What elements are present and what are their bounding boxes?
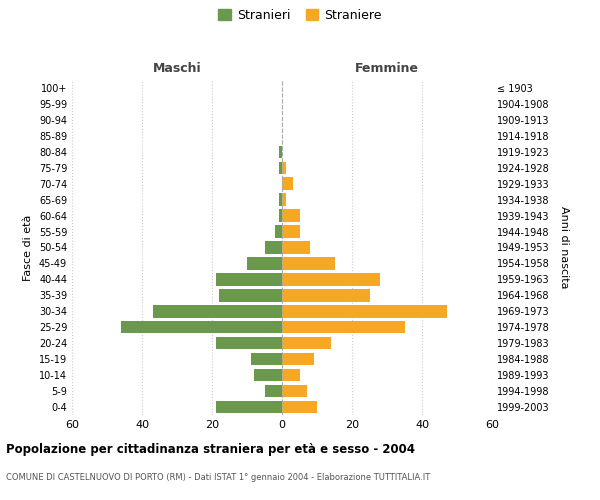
Text: COMUNE DI CASTELNUOVO DI PORTO (RM) - Dati ISTAT 1° gennaio 2004 - Elaborazione : COMUNE DI CASTELNUOVO DI PORTO (RM) - Da… [6, 472, 430, 482]
Bar [278, 162, 282, 174]
Bar [265, 385, 282, 398]
Bar [278, 210, 282, 222]
Legend: Stranieri, Straniere: Stranieri, Straniere [216, 6, 384, 24]
Bar [265, 242, 282, 254]
Bar [282, 162, 286, 174]
Bar [282, 226, 299, 238]
Bar [278, 194, 282, 206]
Bar [247, 257, 282, 270]
Bar [282, 178, 293, 190]
Bar [282, 194, 286, 206]
Y-axis label: Anni di nascita: Anni di nascita [559, 206, 569, 288]
Bar [215, 401, 282, 413]
Bar [275, 226, 282, 238]
Bar [282, 257, 335, 270]
Bar [282, 321, 404, 334]
Bar [282, 273, 380, 285]
Bar [282, 242, 310, 254]
Bar [282, 353, 314, 366]
Y-axis label: Fasce di età: Fasce di età [23, 214, 33, 280]
Bar [121, 321, 282, 334]
Text: Maschi: Maschi [152, 62, 202, 75]
Bar [282, 385, 307, 398]
Text: Femmine: Femmine [355, 62, 419, 75]
Bar [282, 337, 331, 349]
Bar [282, 289, 370, 302]
Bar [282, 305, 446, 318]
Text: Popolazione per cittadinanza straniera per età e sesso - 2004: Popolazione per cittadinanza straniera p… [6, 442, 415, 456]
Bar [254, 369, 282, 382]
Bar [282, 210, 299, 222]
Bar [278, 146, 282, 158]
Bar [152, 305, 282, 318]
Bar [215, 337, 282, 349]
Bar [215, 273, 282, 285]
Bar [219, 289, 282, 302]
Bar [251, 353, 282, 366]
Bar [282, 401, 317, 413]
Bar [282, 369, 299, 382]
